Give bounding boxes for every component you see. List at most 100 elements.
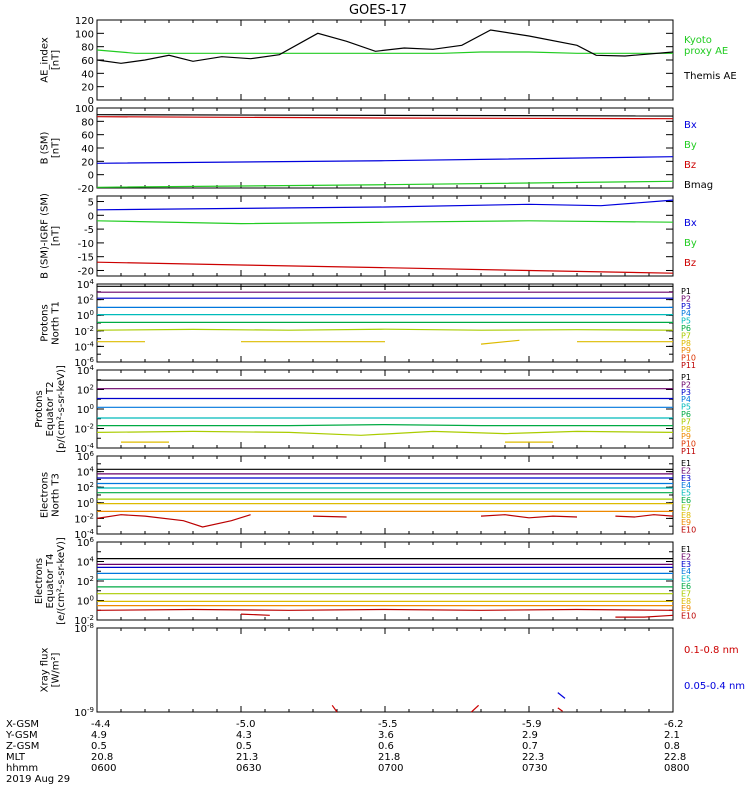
plot-title: GOES-17: [349, 3, 407, 18]
y-axis-label: ElectronsNorth T3: [40, 472, 62, 518]
y-tick-label: 100: [77, 309, 94, 322]
footer-value: -5.5: [378, 719, 398, 730]
y-tick-label: 80: [81, 117, 94, 128]
footer-value: 21.8: [378, 752, 400, 763]
right-legend-label: By: [684, 140, 697, 151]
right-legend-label: Bx: [684, 120, 697, 131]
right-legend-label: E3: [681, 560, 691, 569]
y-tick-label: 102: [77, 481, 94, 494]
right-legend-label: P1: [681, 287, 691, 296]
series-line: [96, 220, 674, 225]
right-legend-label: P2: [681, 294, 691, 303]
right-legend-label: E2: [681, 552, 691, 561]
right-legend-label: E2: [681, 466, 691, 475]
series-line: [240, 613, 270, 616]
footer-value: 3.6: [378, 730, 394, 741]
series-line: [557, 692, 566, 699]
series-line: [557, 707, 563, 712]
y-tick-label: 104: [77, 466, 95, 479]
y-axis-label: B (SM)-IGRF (SM)[nT]: [40, 193, 62, 279]
panel-ae: 0 20 40 60 80 100 120 AE_index[nT] Kyoto proxy AE…: [40, 16, 737, 107]
right-legend-label: P9: [681, 346, 691, 355]
footer-value: 0700: [378, 763, 403, 774]
footer-value: 2.1: [664, 730, 680, 741]
right-legend-label: P4: [681, 395, 691, 404]
right-legend-label: E7: [681, 589, 691, 598]
series-line: [96, 114, 674, 117]
footer-row-label: MLT: [6, 752, 26, 763]
series-line: [96, 156, 674, 164]
panel-ee: 10-2 100 102 104 106 ElectronsEquator T4[e/(c…: [34, 536, 696, 627]
series-line: [331, 704, 338, 713]
right-legend-label: P8: [681, 339, 691, 348]
footer-row-label: X-GSM: [6, 719, 39, 730]
y-tick-label: 100: [77, 497, 94, 510]
footer-value: 0.7: [522, 741, 538, 752]
y-tick-label: 100: [75, 29, 94, 40]
footer-value: 0.8: [664, 741, 680, 752]
right-legend-label: 0.05-0.4 nm: [684, 681, 745, 692]
series-line: [96, 116, 674, 120]
y-axis-label: ElectronsEquator T4[e/(cm²-s-sr-keV)]: [34, 537, 67, 625]
y-tick-label: 106: [77, 536, 95, 549]
y-tick-label: 104: [77, 364, 95, 377]
right-legend-label: P2: [681, 380, 691, 389]
right-legend-label: E6: [681, 582, 691, 591]
y-tick-label: 0: [88, 171, 94, 182]
right-legend-label: E5: [681, 575, 691, 584]
y-tick-label: 100: [75, 104, 94, 115]
right-legend-label: Themis AE: [683, 71, 737, 82]
footer-row-label: Y-GSM: [5, 730, 38, 741]
y-tick-label: 20: [81, 83, 94, 94]
right-legend-label: By: [684, 238, 697, 249]
series-line: [97, 423, 673, 427]
right-legend-label: P1: [681, 373, 691, 382]
footer-value: -5.9: [522, 719, 542, 730]
y-axis-label: ProtonsEquator T2[p/(cm²-s-sr-keV)]: [34, 365, 67, 453]
footer-row-label: Z-GSM: [6, 741, 39, 752]
y-tick-label: 104: [77, 278, 95, 291]
right-legend-label: Kyoto proxy AE: [684, 35, 728, 57]
right-legend-label: P3: [681, 302, 691, 311]
right-legend-label: E9: [681, 604, 691, 613]
y-tick-label: 10-8: [74, 622, 94, 635]
series-line: [96, 29, 674, 64]
series-line: [96, 514, 251, 528]
panel-frame: [96, 369, 674, 449]
y-axis-label: Xray flux[W/m²]: [40, 648, 62, 693]
y-tick-label: -10: [78, 239, 94, 250]
series-line: [96, 430, 674, 436]
y-tick-label: 10-9: [74, 706, 94, 719]
panel-pn: 10-6 10-4 10-2 100 102 104 ProtonsNorth T1 P1P2…: [40, 278, 697, 370]
footer-value: 0.5: [236, 741, 252, 752]
right-legend-label: P9: [681, 432, 691, 441]
series-line: [312, 515, 347, 518]
footer-value: 0730: [522, 763, 547, 774]
right-legend-label: E9: [681, 518, 691, 527]
y-tick-label: 10-2: [74, 423, 94, 436]
right-legend-label: P3: [681, 388, 691, 397]
right-legend-label: E8: [681, 597, 691, 606]
right-legend-label: Bz: [684, 258, 696, 269]
right-legend-label: P5: [681, 403, 691, 412]
y-tick-label: -20: [78, 184, 94, 195]
footer-value: 4.3: [236, 730, 252, 741]
series-line: [96, 261, 674, 274]
y-axis-label: AE_index[nT]: [40, 37, 62, 83]
y-tick-label: 100: [77, 403, 94, 416]
right-legend-label: P6: [681, 324, 691, 333]
right-legend-label: P11: [681, 447, 696, 456]
y-tick-label: 102: [77, 294, 94, 307]
right-legend-label: P7: [681, 331, 691, 340]
right-legend-label: P6: [681, 410, 691, 419]
y-tick-label: 10-2: [74, 325, 94, 338]
right-legend-label: E1: [681, 545, 691, 554]
panel-bsm: -20 0 20 40 60 80 100 B (SM)[nT] Bx By Bz Bmag: [40, 104, 714, 195]
footer-value: -6.2: [664, 719, 684, 730]
right-legend-label: 0.1-0.8 nm: [684, 645, 739, 656]
panel-frame: [96, 455, 674, 535]
series-line: [470, 704, 480, 713]
right-legend-label: E7: [681, 503, 691, 512]
